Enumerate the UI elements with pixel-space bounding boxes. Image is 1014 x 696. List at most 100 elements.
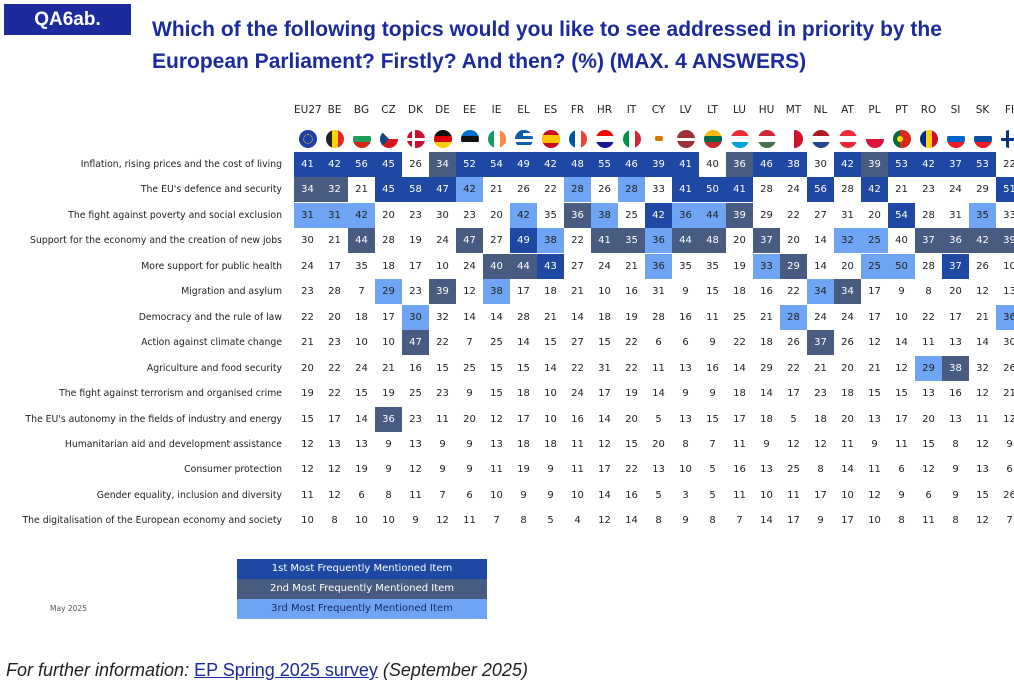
table-cell: 18: [598, 311, 611, 323]
table-cell: 9: [682, 286, 689, 298]
table-cell: 24: [814, 311, 827, 323]
table-cell: 13: [1003, 286, 1014, 298]
table-cell: 11: [922, 515, 935, 527]
table-cell: 19: [355, 464, 368, 476]
table-cell: 10: [382, 337, 395, 349]
table-cell: 30: [436, 209, 449, 221]
flag-part: [574, 130, 581, 148]
table-cell: 38: [942, 355, 969, 381]
legend-first: 1st Most Frequently Mentioned Item: [237, 559, 487, 579]
table-cell: 10: [895, 311, 908, 323]
table-cell: 46: [618, 152, 645, 177]
table-cell: 12: [868, 489, 881, 501]
table-cell: 5: [709, 489, 716, 501]
table-cell: 7: [439, 489, 446, 501]
table-cell: 20: [787, 235, 800, 247]
table-cell: 49: [510, 228, 537, 254]
table-cell: 10: [436, 260, 449, 272]
table-cell: 9: [871, 438, 878, 450]
table-cell: 37: [942, 253, 969, 279]
table-cell: 8: [385, 489, 392, 501]
table-cell: 32: [436, 311, 449, 323]
flag-cy-icon: [649, 130, 668, 148]
column-header-sk: SK: [975, 104, 990, 116]
table-cell: 12: [463, 286, 476, 298]
table-cell: 32: [834, 228, 861, 254]
table-cell: 17: [328, 260, 341, 272]
table-cell: 32: [976, 362, 989, 374]
table-cell: 13: [922, 388, 935, 400]
table-cell: 21: [544, 311, 557, 323]
table-cell: 31: [321, 202, 348, 228]
table-cell: 23: [301, 286, 314, 298]
table-cell: 14: [760, 388, 773, 400]
table-cell: 4: [574, 515, 581, 527]
table-cell: 35: [679, 260, 692, 272]
table-cell: 17: [733, 413, 746, 425]
table-cell: 11: [787, 489, 800, 501]
table-cell: 42: [321, 152, 348, 177]
table-cell: 7: [1006, 515, 1013, 527]
flag-part: [931, 130, 938, 148]
flag-part: [757, 142, 776, 148]
table-cell: 9: [817, 515, 824, 527]
table-cell: 17: [868, 311, 881, 323]
table-cell: 10: [355, 515, 368, 527]
table-cell: 29: [780, 253, 807, 279]
row-label: The EU's defence and security: [140, 184, 282, 196]
column-header-el: EL: [517, 104, 530, 116]
row-label: The fight against poverty and social exc…: [68, 209, 282, 221]
table-cell: 45: [375, 152, 402, 177]
flag-fi-icon: [1000, 130, 1014, 148]
flag-part: [811, 142, 830, 148]
table-cell: 26: [787, 337, 800, 349]
table-cell: 9: [709, 337, 716, 349]
flag-si-icon: [946, 130, 965, 148]
table-cell: 5: [655, 489, 662, 501]
flag-part: [325, 130, 332, 148]
table-cell: 38: [780, 152, 807, 177]
table-cell: 21: [976, 311, 989, 323]
table-cell: 53: [969, 152, 996, 177]
table-cell: 31: [294, 202, 321, 228]
row-label: Support for the economy and the creation…: [30, 235, 282, 247]
table-cell: 21: [301, 337, 314, 349]
flag-part: [730, 142, 749, 148]
survey-link[interactable]: EP Spring 2025 survey: [194, 660, 378, 680]
flag-part: [757, 130, 776, 136]
table-cell: 37: [753, 228, 780, 254]
flag-part: [925, 130, 932, 148]
flag-part: [899, 130, 911, 148]
table-cell: 17: [949, 311, 962, 323]
table-cell: 9: [520, 489, 527, 501]
table-cell: 15: [436, 362, 449, 374]
table-cell: 45: [375, 177, 402, 203]
table-cell: 11: [463, 515, 476, 527]
table-cell: 17: [895, 413, 908, 425]
flag-at-icon: [838, 130, 857, 148]
table-cell: 33: [652, 184, 665, 196]
footer-note: For further information: EP Spring 2025 …: [6, 660, 528, 681]
table-cell: 10: [760, 489, 773, 501]
chart-title: Which of the following topics would you …: [152, 18, 942, 73]
table-cell: 27: [571, 337, 584, 349]
table-cell: 12: [976, 515, 989, 527]
flag-ro-icon: [919, 130, 938, 148]
table-cell: 24: [571, 388, 584, 400]
table-cell: 7: [493, 515, 500, 527]
table-cell: 28: [382, 235, 395, 247]
table-cell: 12: [301, 438, 314, 450]
question-badge: QA6ab.: [4, 4, 131, 35]
table-cell: 12: [976, 388, 989, 400]
table-cell: 8: [817, 464, 824, 476]
row-label: Humanitarian aid and development assista…: [64, 438, 282, 450]
flag-part: [499, 130, 506, 148]
table-cell: 22: [571, 362, 584, 374]
table-cell: 41: [672, 152, 699, 177]
table-cell: 36: [942, 228, 969, 254]
table-cell: 22: [328, 388, 341, 400]
table-cell: 22: [571, 235, 584, 247]
table-cell: 12: [922, 464, 935, 476]
table-cell: 11: [976, 413, 989, 425]
table-cell: 14: [490, 311, 503, 323]
